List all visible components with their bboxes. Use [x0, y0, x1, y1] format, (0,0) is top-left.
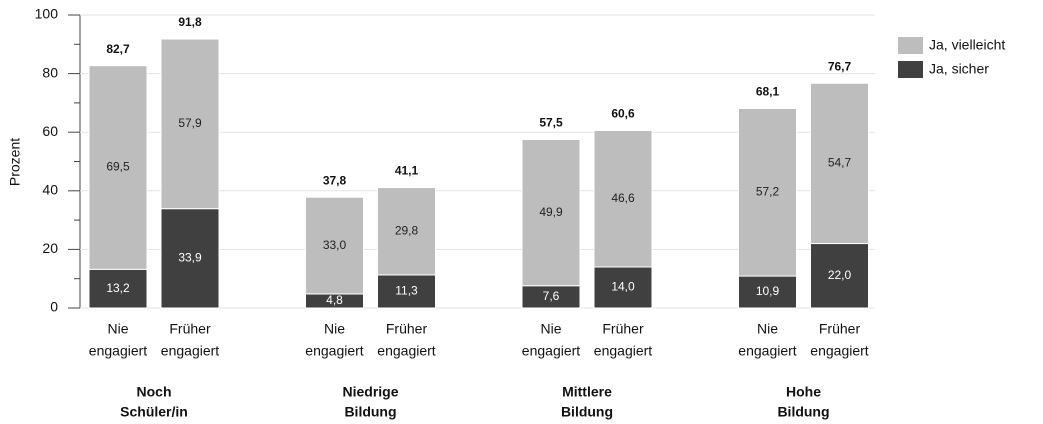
bar-segment [593, 129, 653, 268]
x-tick-label: engagiert [594, 343, 652, 359]
value-label: 57,2 [756, 184, 780, 198]
bar-segment [160, 38, 220, 210]
x-tick-label: engagiert [810, 343, 868, 359]
bar-segment [593, 266, 653, 309]
value-label: 13,2 [106, 281, 130, 295]
bar-segment [521, 139, 581, 287]
x-tick-label: engagiert [522, 343, 580, 359]
group-label: Bildung [561, 404, 613, 420]
x-tick-label: Früher [602, 321, 644, 337]
value-label: 29,8 [395, 223, 419, 237]
total-label: 60,6 [611, 107, 635, 121]
y-tick-label: 80 [42, 64, 58, 80]
value-label: 49,9 [539, 205, 563, 219]
group-label: Hohe [786, 384, 821, 400]
value-label: 33,9 [178, 251, 202, 265]
x-tick-label: engagiert [738, 343, 796, 359]
legend-label: Ja, sicher [929, 61, 989, 77]
x-tick-label: Nie [324, 321, 345, 337]
x-tick-label: Nie [540, 321, 561, 337]
x-tick-label: engagiert [89, 343, 147, 359]
group-label: Mittlere [562, 384, 612, 400]
group-label: Bildung [344, 404, 396, 420]
group-label: Noch [137, 384, 172, 400]
legend-swatch [898, 37, 923, 54]
total-label: 37,8 [323, 173, 347, 187]
y-tick-label: 100 [35, 6, 59, 22]
value-label: 46,6 [611, 191, 635, 205]
value-label: 14,0 [611, 280, 635, 294]
y-tick-label: 40 [42, 182, 58, 198]
x-tick-label: Früher [386, 321, 428, 337]
bar-segment [305, 196, 364, 295]
group-label: Bildung [777, 404, 829, 420]
value-label: 22,0 [828, 268, 852, 282]
group-label: Schüler/in [120, 404, 188, 420]
value-label: 10,9 [756, 284, 780, 298]
value-label: 11,3 [395, 284, 418, 298]
total-label: 41,1 [395, 164, 419, 178]
bar-segment [810, 82, 869, 245]
x-tick-label: Nie [757, 321, 778, 337]
total-label: 57,5 [539, 116, 563, 130]
x-tick-label: Früher [169, 321, 211, 337]
total-label: 91,8 [178, 15, 202, 29]
total-label: 82,7 [106, 42, 130, 56]
value-label: 4,8 [326, 293, 343, 307]
value-label: 7,6 [543, 289, 560, 303]
bar-segment [810, 243, 869, 309]
y-tick-label: 20 [42, 240, 58, 256]
y-tick-label: 60 [42, 123, 58, 139]
value-label: 69,5 [106, 160, 130, 174]
y-axis-label: Prozent [7, 138, 23, 186]
x-tick-label: Früher [819, 321, 861, 337]
total-label: 68,1 [756, 85, 780, 99]
x-tick-label: engagiert [305, 343, 363, 359]
total-label: 76,7 [828, 59, 852, 73]
value-label: 33,0 [323, 238, 347, 252]
bar-segment [88, 65, 148, 270]
group-label: Niedrige [342, 384, 398, 400]
bar-segment [738, 107, 797, 277]
x-tick-label: engagiert [377, 343, 435, 359]
bar-segment [377, 187, 436, 276]
legend-swatch [898, 61, 923, 78]
bar-segment [377, 274, 436, 309]
x-tick-label: Nie [107, 321, 128, 337]
value-label: 57,9 [178, 116, 202, 130]
legend-label: Ja, vielleicht [929, 37, 1005, 53]
x-tick-label: engagiert [161, 343, 219, 359]
value-label: 54,7 [828, 156, 852, 170]
y-tick-label: 0 [50, 299, 58, 315]
